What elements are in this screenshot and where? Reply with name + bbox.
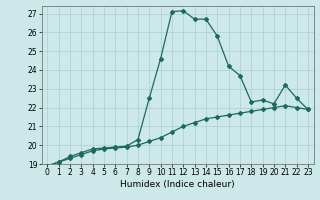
X-axis label: Humidex (Indice chaleur): Humidex (Indice chaleur) [120, 180, 235, 189]
